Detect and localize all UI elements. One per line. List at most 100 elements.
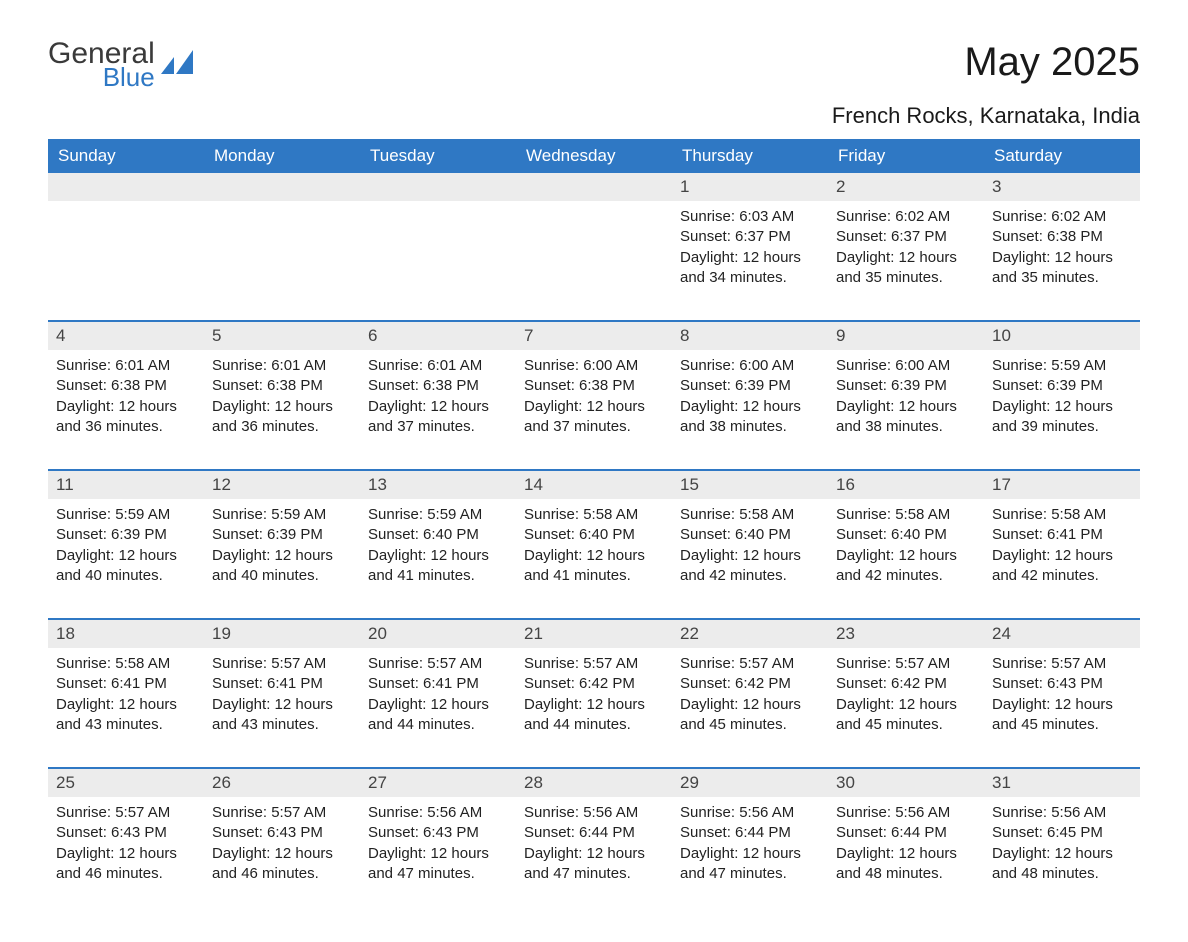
sunrise-line: Sunrise: 5:57 AM bbox=[992, 654, 1132, 674]
sunrise-line: Sunrise: 5:57 AM bbox=[368, 654, 508, 674]
daylight-line: Daylight: 12 hours and 40 minutes. bbox=[56, 546, 196, 587]
sunset-line: Sunset: 6:44 PM bbox=[524, 823, 664, 843]
empty-day-cell bbox=[204, 201, 360, 306]
sunrise-line: Sunrise: 6:01 AM bbox=[56, 356, 196, 376]
empty-day-cell bbox=[48, 201, 204, 306]
sunrise-line: Sunrise: 5:57 AM bbox=[836, 654, 976, 674]
daylight-line: Daylight: 12 hours and 36 minutes. bbox=[56, 397, 196, 438]
day-number: 11 bbox=[48, 471, 204, 499]
sunrise-line: Sunrise: 6:03 AM bbox=[680, 207, 820, 227]
sunrise-line: Sunrise: 5:57 AM bbox=[680, 654, 820, 674]
day-number bbox=[48, 173, 204, 201]
day-number: 23 bbox=[828, 620, 984, 648]
calendar-week: 45678910Sunrise: 6:01 AMSunset: 6:38 PMD… bbox=[48, 320, 1140, 455]
sunrise-line: Sunrise: 5:57 AM bbox=[212, 654, 352, 674]
daylight-line: Daylight: 12 hours and 47 minutes. bbox=[680, 844, 820, 885]
dow-cell: Friday bbox=[828, 139, 984, 173]
day-cell: Sunrise: 5:59 AMSunset: 6:39 PMDaylight:… bbox=[984, 350, 1140, 455]
daylight-line: Daylight: 12 hours and 42 minutes. bbox=[992, 546, 1132, 587]
day-number: 8 bbox=[672, 322, 828, 350]
day-number bbox=[516, 173, 672, 201]
location-label: French Rocks, Karnataka, India bbox=[832, 103, 1140, 129]
sunrise-line: Sunrise: 5:56 AM bbox=[524, 803, 664, 823]
day-number: 29 bbox=[672, 769, 828, 797]
dow-cell: Sunday bbox=[48, 139, 204, 173]
sunrise-line: Sunrise: 5:56 AM bbox=[368, 803, 508, 823]
sunrise-line: Sunrise: 5:57 AM bbox=[56, 803, 196, 823]
day-cell: Sunrise: 5:58 AMSunset: 6:41 PMDaylight:… bbox=[48, 648, 204, 753]
sunset-line: Sunset: 6:42 PM bbox=[524, 674, 664, 694]
day-cell: Sunrise: 5:57 AMSunset: 6:43 PMDaylight:… bbox=[48, 797, 204, 902]
calendar-week: 11121314151617 Sunrise: 5:59 AM Sunset: 6:… bbox=[48, 469, 1140, 604]
sunset-line: Sunset: 6:44 PM bbox=[680, 823, 820, 843]
day-number: 25 bbox=[48, 769, 204, 797]
day-cell: Sunrise: 6:01 AMSunset: 6:38 PMDaylight:… bbox=[360, 350, 516, 455]
sunset-line: Sunset: 6:37 PM bbox=[836, 227, 976, 247]
sunset-line: Sunset: 6:43 PM bbox=[992, 674, 1132, 694]
day-number: 26 bbox=[204, 769, 360, 797]
day-number: 2 bbox=[828, 173, 984, 201]
sunrise-line: Sunrise: 5:57 AM bbox=[212, 803, 352, 823]
day-number: 24 bbox=[984, 620, 1140, 648]
sunset-line: Sunset: 6:41 PM bbox=[56, 674, 196, 694]
sunset-line: Sunset: 6:40 PM bbox=[368, 525, 508, 545]
brand-logo: General Blue bbox=[48, 40, 195, 89]
sunrise-line: Sunrise: 5:58 AM bbox=[680, 505, 820, 525]
daylight-line: Daylight: 12 hours and 37 minutes. bbox=[368, 397, 508, 438]
sunset-line: Sunset: 6:43 PM bbox=[56, 823, 196, 843]
day-cell: Sunrise: 5:56 AMSunset: 6:45 PMDaylight:… bbox=[984, 797, 1140, 902]
sunset-line: Sunset: 6:39 PM bbox=[992, 376, 1132, 396]
daylight-line: Daylight: 12 hours and 45 minutes. bbox=[992, 695, 1132, 736]
day-number: 27 bbox=[360, 769, 516, 797]
day-number: 15 bbox=[672, 471, 828, 499]
day-number: 16 bbox=[828, 471, 984, 499]
sunrise-line: Sunrise: 6:01 AM bbox=[212, 356, 352, 376]
daylight-line: Daylight: 12 hours and 46 minutes. bbox=[56, 844, 196, 885]
daylight-line: Daylight: 12 hours and 47 minutes. bbox=[524, 844, 664, 885]
day-number: 9 bbox=[828, 322, 984, 350]
sunset-line: Sunset: 6:43 PM bbox=[368, 823, 508, 843]
sunrise-line: Sunrise: 6:00 AM bbox=[836, 356, 976, 376]
sunset-line: Sunset: 6:40 PM bbox=[524, 525, 664, 545]
day-number-row: 45678910 bbox=[48, 322, 1140, 350]
daylight-line: Daylight: 12 hours and 36 minutes. bbox=[212, 397, 352, 438]
daylight-line: Daylight: 12 hours and 41 minutes. bbox=[368, 546, 508, 587]
day-number: 19 bbox=[204, 620, 360, 648]
daylight-line: Daylight: 12 hours and 48 minutes. bbox=[836, 844, 976, 885]
daylight-line: Daylight: 12 hours and 38 minutes. bbox=[836, 397, 976, 438]
sunrise-line: Sunrise: 5:56 AM bbox=[836, 803, 976, 823]
day-cell: Sunrise: 5:57 AMSunset: 6:43 PMDaylight:… bbox=[204, 797, 360, 902]
sunset-line: Sunset: 6:38 PM bbox=[992, 227, 1132, 247]
daylight-line: Daylight: 12 hours and 41 minutes. bbox=[524, 546, 664, 587]
day-number: 3 bbox=[984, 173, 1140, 201]
day-number-row: 11121314151617 bbox=[48, 471, 1140, 499]
logo-word-blue: Blue bbox=[48, 65, 155, 90]
sunrise-line: Sunrise: 5:59 AM bbox=[212, 505, 352, 525]
sunset-line: Sunset: 6:39 PM bbox=[836, 376, 976, 396]
day-number: 28 bbox=[516, 769, 672, 797]
daylight-line: Daylight: 12 hours and 42 minutes. bbox=[680, 546, 820, 587]
sunset-line: Sunset: 6:38 PM bbox=[212, 376, 352, 396]
daylight-line: Daylight: 12 hours and 39 minutes. bbox=[992, 397, 1132, 438]
daylight-line: Daylight: 12 hours and 43 minutes. bbox=[212, 695, 352, 736]
day-number: 4 bbox=[48, 322, 204, 350]
sunrise-line: Sunrise: 5:56 AM bbox=[680, 803, 820, 823]
sunrise-line: Sunrise: 5:57 AM bbox=[524, 654, 664, 674]
day-cell: Sunrise: 5:56 AMSunset: 6:44 PMDaylight:… bbox=[516, 797, 672, 902]
sunset-line: Sunset: 6:40 PM bbox=[836, 525, 976, 545]
day-cell: Sunrise: 6:01 AMSunset: 6:38 PMDaylight:… bbox=[204, 350, 360, 455]
day-number: 1 bbox=[672, 173, 828, 201]
daylight-line: Daylight: 12 hours and 34 minutes. bbox=[680, 248, 820, 289]
sunrise-line: Sunrise: 5:58 AM bbox=[836, 505, 976, 525]
day-cell: Sunrise: 5:56 AMSunset: 6:44 PMDaylight:… bbox=[672, 797, 828, 902]
daylight-line: Daylight: 12 hours and 48 minutes. bbox=[992, 844, 1132, 885]
sunset-line: Sunset: 6:45 PM bbox=[992, 823, 1132, 843]
day-cell: Sunrise: 5:57 AMSunset: 6:41 PMDaylight:… bbox=[360, 648, 516, 753]
day-number: 10 bbox=[984, 322, 1140, 350]
sunrise-line: Sunrise: 6:01 AM bbox=[368, 356, 508, 376]
day-number bbox=[360, 173, 516, 201]
day-cell: Sunrise: 5:58 AMSunset: 6:40 PMDaylight:… bbox=[516, 499, 672, 604]
sunset-line: Sunset: 6:41 PM bbox=[992, 525, 1132, 545]
calendar-week: 25262728293031Sunrise: 5:57 AMSunset: 6:… bbox=[48, 767, 1140, 902]
sunset-line: Sunset: 6:43 PM bbox=[212, 823, 352, 843]
